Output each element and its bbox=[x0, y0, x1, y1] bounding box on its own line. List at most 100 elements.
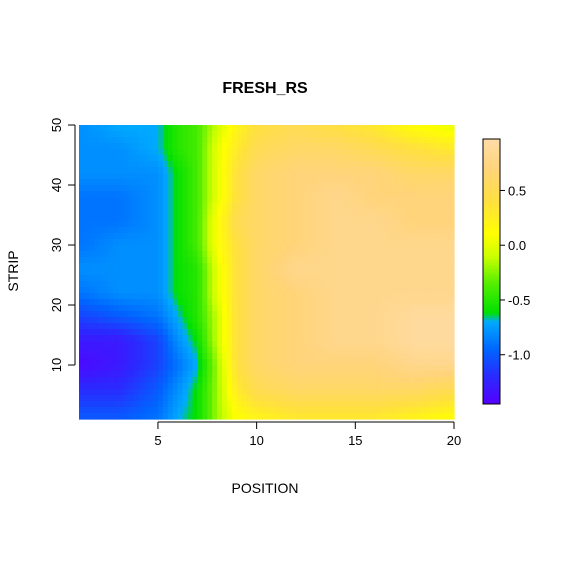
heatmap-cell bbox=[355, 143, 361, 150]
heatmap-cell bbox=[133, 179, 139, 186]
heatmap-cell bbox=[414, 293, 421, 300]
heatmap-cell bbox=[360, 341, 366, 348]
heatmap-cell bbox=[384, 245, 391, 252]
heatmap-cell bbox=[192, 263, 199, 270]
heatmap-cell bbox=[305, 371, 312, 378]
heatmap-cell bbox=[108, 299, 115, 306]
heatmap-cell bbox=[404, 407, 411, 414]
heatmap-cell bbox=[133, 395, 139, 402]
colorbar-band bbox=[483, 251, 500, 255]
colorbar-band bbox=[483, 258, 500, 261]
heatmap-cell bbox=[291, 335, 297, 342]
heatmap-cell bbox=[444, 131, 450, 138]
heatmap-cell bbox=[286, 389, 292, 396]
heatmap-cell bbox=[310, 359, 317, 366]
heatmap-cell bbox=[162, 401, 169, 408]
heatmap-cell bbox=[414, 125, 421, 132]
heatmap-cell bbox=[419, 353, 425, 360]
heatmap-cell bbox=[83, 143, 90, 150]
colorbar-band bbox=[483, 335, 500, 339]
heatmap-cell bbox=[301, 389, 307, 396]
heatmap-cell bbox=[389, 389, 396, 396]
heatmap-cell bbox=[375, 377, 381, 384]
colorbar: -1.0-0.50.00.5 bbox=[482, 138, 530, 405]
heatmap-cell bbox=[281, 281, 287, 288]
heatmap-cell bbox=[187, 281, 194, 288]
heatmap-cell bbox=[113, 209, 120, 216]
heatmap-cell bbox=[79, 281, 85, 288]
heatmap-cell bbox=[429, 179, 435, 186]
heatmap-cell bbox=[320, 179, 327, 186]
heatmap-cell bbox=[399, 263, 406, 270]
heatmap-cell bbox=[143, 275, 149, 282]
heatmap-cell bbox=[325, 173, 332, 180]
heatmap-cell bbox=[231, 227, 238, 234]
heatmap-cell bbox=[236, 227, 243, 234]
heatmap-cell bbox=[133, 239, 139, 246]
heatmap-cell bbox=[222, 269, 228, 276]
heatmap-cell bbox=[217, 125, 223, 132]
heatmap-cell bbox=[305, 245, 312, 252]
heatmap-cell bbox=[429, 329, 435, 336]
heatmap-cell bbox=[325, 395, 332, 402]
heatmap-cell bbox=[162, 329, 169, 336]
heatmap-cell bbox=[429, 143, 435, 150]
heatmap-cell bbox=[251, 263, 258, 270]
heatmap-cell bbox=[123, 125, 129, 132]
heatmap-cell bbox=[246, 311, 253, 318]
heatmap-cell bbox=[375, 335, 381, 342]
heatmap-cell bbox=[360, 371, 366, 378]
heatmap-cell bbox=[138, 137, 144, 144]
heatmap-cell bbox=[212, 257, 218, 264]
heatmap-cell bbox=[266, 263, 273, 270]
heatmap-cell bbox=[212, 161, 218, 168]
heatmap-cell bbox=[103, 395, 110, 402]
heatmap-cell bbox=[93, 215, 100, 222]
heatmap-cell bbox=[162, 239, 169, 246]
heatmap-cell bbox=[281, 299, 287, 306]
heatmap-cell bbox=[108, 269, 115, 276]
heatmap-cell bbox=[172, 161, 179, 168]
heatmap-cell bbox=[177, 401, 184, 408]
heatmap-cell bbox=[256, 137, 263, 144]
heatmap-cell bbox=[296, 131, 302, 138]
heatmap-cell bbox=[138, 221, 144, 228]
heatmap-cell bbox=[108, 167, 115, 174]
heatmap-cell bbox=[266, 311, 273, 318]
heatmap-cell bbox=[261, 395, 268, 402]
heatmap-cell bbox=[444, 263, 450, 270]
heatmap-cell bbox=[444, 371, 450, 378]
heatmap-cell bbox=[162, 149, 169, 156]
heatmap-cell bbox=[399, 359, 406, 366]
heatmap-cell bbox=[434, 149, 440, 156]
heatmap-cell bbox=[113, 215, 120, 222]
heatmap-cell bbox=[231, 383, 238, 390]
heatmap-cell bbox=[123, 191, 129, 198]
heatmap-cell bbox=[128, 371, 134, 378]
heatmap-cell bbox=[231, 215, 238, 222]
heatmap-cell bbox=[217, 245, 223, 252]
heatmap-cell bbox=[98, 395, 105, 402]
heatmap-cell bbox=[88, 167, 95, 174]
heatmap-cell bbox=[167, 335, 174, 342]
heatmap-cell bbox=[236, 275, 243, 282]
heatmap-cell bbox=[79, 143, 85, 150]
heatmap-cell bbox=[325, 287, 332, 294]
heatmap-cell bbox=[217, 305, 223, 312]
heatmap-cell bbox=[157, 401, 164, 408]
colorbar-band bbox=[483, 392, 500, 396]
heatmap-cell bbox=[310, 377, 317, 384]
heatmap-cell bbox=[79, 245, 85, 252]
heatmap-cell bbox=[83, 299, 90, 306]
heatmap-cell bbox=[123, 257, 129, 264]
heatmap-cell bbox=[88, 389, 95, 396]
heatmap-cell bbox=[88, 383, 95, 390]
heatmap-cell bbox=[113, 317, 120, 324]
heatmap-cell bbox=[375, 269, 381, 276]
colorbar-band bbox=[483, 269, 500, 272]
heatmap-cell bbox=[207, 311, 213, 318]
heatmap-cell bbox=[360, 143, 366, 150]
heatmap-cell bbox=[345, 401, 351, 408]
heatmap-cell bbox=[236, 347, 243, 354]
y-tick-label: 20 bbox=[49, 298, 64, 312]
